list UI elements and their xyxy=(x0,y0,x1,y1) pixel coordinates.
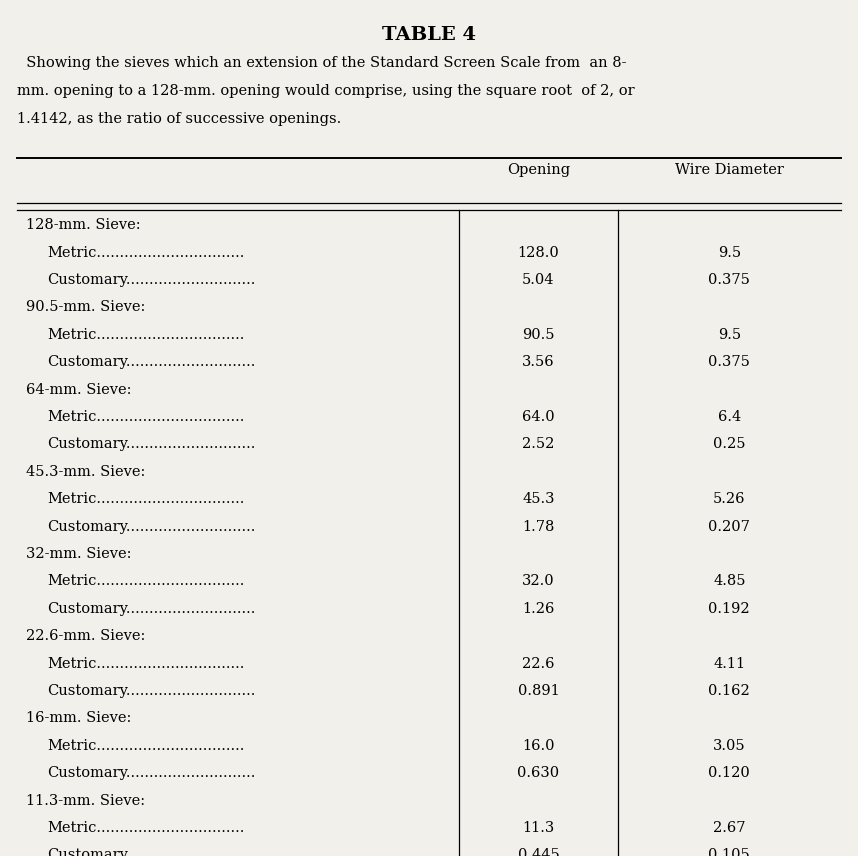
Text: 2.67: 2.67 xyxy=(713,821,746,835)
Text: 5.04: 5.04 xyxy=(523,273,554,287)
Text: 0.630: 0.630 xyxy=(517,766,559,780)
Text: Metric................................: Metric................................ xyxy=(47,574,245,588)
Text: 64.0: 64.0 xyxy=(522,410,555,424)
Text: 4.85: 4.85 xyxy=(713,574,746,588)
Text: mm. opening to a 128-mm. opening would comprise, using the square root  of 2, or: mm. opening to a 128-mm. opening would c… xyxy=(17,84,635,98)
Text: 128-mm. Sieve:: 128-mm. Sieve: xyxy=(26,218,141,232)
Text: 6.4: 6.4 xyxy=(717,410,741,424)
Text: 0.375: 0.375 xyxy=(709,273,750,287)
Text: 16.0: 16.0 xyxy=(523,739,554,752)
Text: 0.207: 0.207 xyxy=(709,520,750,533)
Text: 0.192: 0.192 xyxy=(709,602,750,615)
Text: 0.375: 0.375 xyxy=(709,355,750,369)
Text: 90.5: 90.5 xyxy=(523,328,554,342)
Text: Metric................................: Metric................................ xyxy=(47,410,245,424)
Text: 0.120: 0.120 xyxy=(709,766,750,780)
Text: Showing the sieves which an extension of the Standard Screen Scale from  an 8-: Showing the sieves which an extension of… xyxy=(17,56,626,69)
Text: Metric................................: Metric................................ xyxy=(47,821,245,835)
Text: 11.3: 11.3 xyxy=(523,821,554,835)
Text: 32.0: 32.0 xyxy=(522,574,555,588)
Text: Metric................................: Metric................................ xyxy=(47,739,245,752)
Text: Customary............................: Customary............................ xyxy=(47,848,256,856)
Text: 9.5: 9.5 xyxy=(718,328,740,342)
Text: Customary............................: Customary............................ xyxy=(47,684,256,698)
Text: 16-mm. Sieve:: 16-mm. Sieve: xyxy=(26,711,131,725)
Text: Customary............................: Customary............................ xyxy=(47,520,256,533)
Text: 0.162: 0.162 xyxy=(709,684,750,698)
Text: Customary............................: Customary............................ xyxy=(47,437,256,451)
Text: 0.25: 0.25 xyxy=(713,437,746,451)
Text: 2.52: 2.52 xyxy=(523,437,554,451)
Text: Opening: Opening xyxy=(507,163,570,176)
Text: 90.5-mm. Sieve:: 90.5-mm. Sieve: xyxy=(26,300,145,314)
Text: 9.5: 9.5 xyxy=(718,246,740,259)
Text: Metric................................: Metric................................ xyxy=(47,328,245,342)
Text: 0.105: 0.105 xyxy=(709,848,750,856)
Text: TABLE 4: TABLE 4 xyxy=(382,26,476,44)
Text: Metric................................: Metric................................ xyxy=(47,657,245,670)
Text: 4.11: 4.11 xyxy=(713,657,746,670)
Text: Customary............................: Customary............................ xyxy=(47,273,256,287)
Text: 128.0: 128.0 xyxy=(517,246,559,259)
Text: Customary............................: Customary............................ xyxy=(47,602,256,615)
Text: 11.3-mm. Sieve:: 11.3-mm. Sieve: xyxy=(26,794,145,807)
Text: 1.78: 1.78 xyxy=(523,520,554,533)
Text: 45.3-mm. Sieve:: 45.3-mm. Sieve: xyxy=(26,465,145,479)
Text: 1.4142, as the ratio of successive openings.: 1.4142, as the ratio of successive openi… xyxy=(17,112,341,126)
Text: Wire Diameter: Wire Diameter xyxy=(675,163,783,176)
Text: 0.445: 0.445 xyxy=(517,848,559,856)
Text: 3.05: 3.05 xyxy=(713,739,746,752)
Text: 3.56: 3.56 xyxy=(522,355,555,369)
Text: Customary............................: Customary............................ xyxy=(47,355,256,369)
Text: 0.891: 0.891 xyxy=(517,684,559,698)
Text: Metric................................: Metric................................ xyxy=(47,492,245,506)
Text: 5.26: 5.26 xyxy=(713,492,746,506)
Text: Metric................................: Metric................................ xyxy=(47,246,245,259)
Text: Customary............................: Customary............................ xyxy=(47,766,256,780)
Text: 22.6-mm. Sieve:: 22.6-mm. Sieve: xyxy=(26,629,145,643)
Text: 45.3: 45.3 xyxy=(523,492,554,506)
Text: 1.26: 1.26 xyxy=(523,602,554,615)
Text: 64-mm. Sieve:: 64-mm. Sieve: xyxy=(26,383,131,396)
Text: 22.6: 22.6 xyxy=(523,657,554,670)
Text: 32-mm. Sieve:: 32-mm. Sieve: xyxy=(26,547,131,561)
